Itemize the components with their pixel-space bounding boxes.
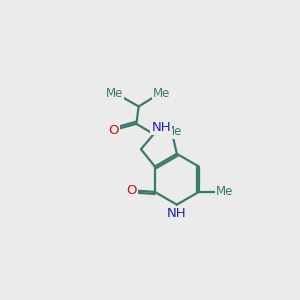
Text: O: O [127,184,137,197]
Text: Me: Me [153,87,170,100]
Text: Me: Me [216,185,234,198]
Text: O: O [108,124,119,137]
Text: NH: NH [151,121,171,134]
Text: Me: Me [165,125,182,138]
Text: NH: NH [167,207,187,220]
Text: Me: Me [106,87,123,100]
